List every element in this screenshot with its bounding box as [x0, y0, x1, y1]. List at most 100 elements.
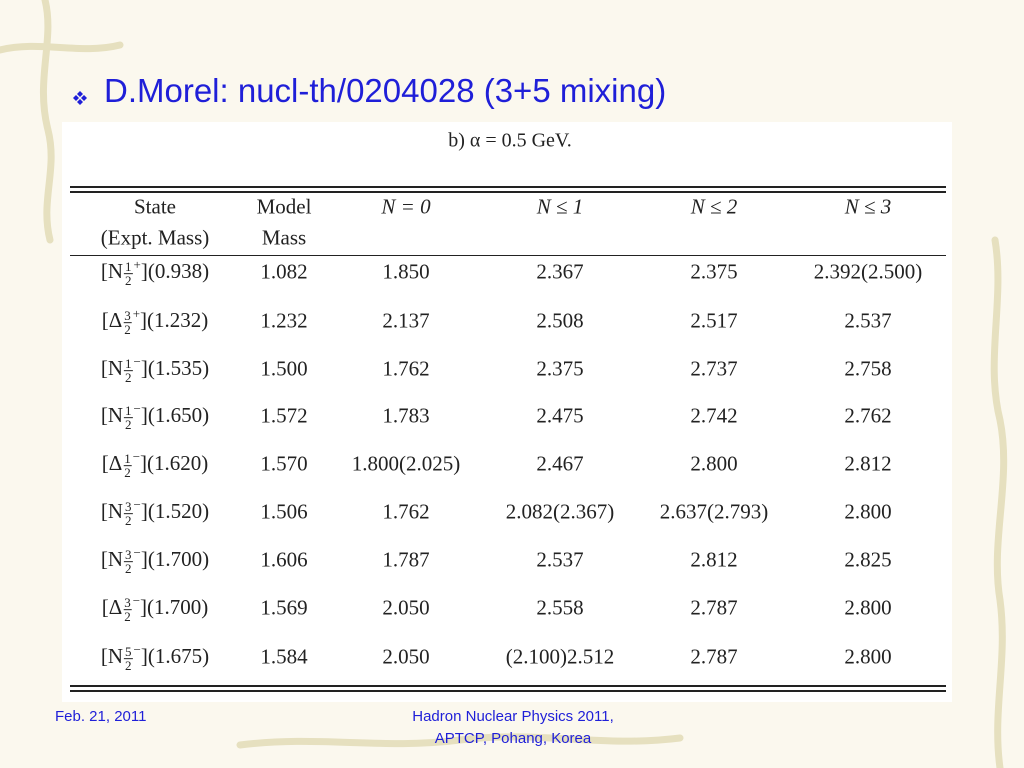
- cell: 1.584: [260, 644, 308, 669]
- header-cell: N ≤ 1: [536, 194, 584, 219]
- cell: 2.475: [536, 403, 584, 428]
- spin-numerator: 3: [124, 546, 133, 562]
- parity: −: [132, 449, 141, 465]
- state-cell: [N 1 2 −](1.535): [101, 354, 209, 384]
- cell: 2.050: [382, 644, 430, 669]
- spin-denominator: 2: [124, 464, 131, 480]
- cell: 2.367: [536, 259, 584, 284]
- cell: 1.762: [382, 356, 430, 381]
- spin-denominator: 2: [125, 416, 132, 432]
- cell: (2.100)2.512: [505, 644, 615, 669]
- cell: 2.812: [844, 451, 892, 476]
- parity: +: [133, 257, 141, 273]
- cell: 1.783: [382, 403, 430, 428]
- cell: 2.392(2.500): [813, 259, 923, 284]
- header-cell: N ≤ 2: [690, 194, 738, 219]
- rule: [70, 191, 946, 193]
- state-name: [Δ: [101, 451, 123, 476]
- state-name: [N: [100, 259, 124, 284]
- cell: 2.375: [690, 259, 738, 284]
- parity: +: [132, 306, 141, 322]
- state-name: [Δ: [101, 595, 123, 620]
- cell: 2.762: [844, 403, 892, 428]
- spin-denominator: 2: [125, 657, 132, 673]
- cell: 1.506: [260, 499, 308, 524]
- cell: 2.558: [536, 595, 584, 620]
- cell: 2.800: [844, 644, 892, 669]
- expt-mass: ](1.620): [140, 451, 209, 476]
- cell: 2.467: [536, 451, 584, 476]
- state-name: [Δ: [101, 308, 123, 333]
- cell: 2.537: [536, 547, 584, 572]
- cell: 2.825: [844, 547, 892, 572]
- spin-denominator: 2: [124, 321, 131, 337]
- rule: [70, 685, 946, 687]
- cell: 2.517: [690, 308, 738, 333]
- cell: 1.787: [382, 547, 430, 572]
- spin-numerator: 1: [124, 258, 133, 274]
- cell: 2.050: [382, 595, 430, 620]
- spin-denominator: 2: [125, 512, 132, 528]
- state-cell: [N 3 2 −](1.520): [101, 497, 209, 527]
- cell: 2.082(2.367): [505, 499, 615, 524]
- cell: 1.569: [260, 595, 308, 620]
- spin-numerator: 1: [124, 355, 133, 371]
- state-name: [N: [100, 403, 124, 428]
- cell: 1.800(2.025): [351, 451, 461, 476]
- expt-mass: ](1.700): [140, 595, 209, 620]
- cell: 2.737: [690, 356, 738, 381]
- cell: 1.762: [382, 499, 430, 524]
- state-name: [N: [100, 499, 124, 524]
- cell: 1.606: [260, 547, 308, 572]
- table-caption: b) α = 0.5 GeV.: [448, 129, 572, 152]
- header-cell: Model: [256, 194, 312, 219]
- spin-denominator: 2: [124, 608, 131, 624]
- spin-numerator: 1: [124, 402, 133, 418]
- rule: [70, 186, 946, 188]
- expt-mass: ](1.700): [140, 547, 210, 572]
- expt-mass: ](0.938): [140, 259, 210, 284]
- slide-title: D.Morel: nucl-th/0204028 (3+5 mixing): [104, 72, 667, 109]
- cell: 2.375: [536, 356, 584, 381]
- parity: −: [133, 354, 141, 370]
- state-name: [N: [100, 356, 124, 381]
- cell: 2.800: [690, 451, 738, 476]
- header-cell: (Expt. Mass): [100, 225, 210, 250]
- spin-denominator: 2: [125, 369, 132, 385]
- cell: 2.742: [690, 403, 738, 428]
- spin-denominator: 2: [125, 272, 132, 288]
- spin-numerator: 3: [123, 594, 132, 610]
- header-cell: State: [134, 194, 176, 219]
- cell: 2.537: [844, 308, 892, 333]
- parity: −: [133, 642, 141, 658]
- parity: −: [133, 545, 141, 561]
- cell: 2.787: [690, 595, 738, 620]
- expt-mass: ](1.650): [140, 403, 210, 428]
- expt-mass: ](1.232): [140, 308, 209, 333]
- cell: 2.800: [844, 499, 892, 524]
- cell: 2.637(2.793): [659, 499, 769, 524]
- footer-event: APTCP, Pohang, Korea: [434, 730, 592, 747]
- rule: [70, 255, 946, 256]
- spin-numerator: 3: [123, 307, 132, 323]
- cell: 1.570: [260, 451, 308, 476]
- state-cell: [N 5 2 −](1.675): [101, 642, 209, 672]
- footer-event: Hadron Nuclear Physics 2011,: [412, 708, 614, 725]
- parity: −: [133, 401, 141, 417]
- header-cell: N = 0: [381, 194, 431, 219]
- spin-numerator: 3: [124, 498, 133, 514]
- footer-date: Feb. 21, 2011: [55, 708, 147, 725]
- spin-numerator: 5: [124, 643, 133, 659]
- state-name: [N: [100, 644, 124, 669]
- expt-mass: ](1.535): [140, 356, 210, 381]
- table-image: [62, 122, 952, 702]
- state-cell: [Δ 3 2 −](1.700): [102, 593, 209, 623]
